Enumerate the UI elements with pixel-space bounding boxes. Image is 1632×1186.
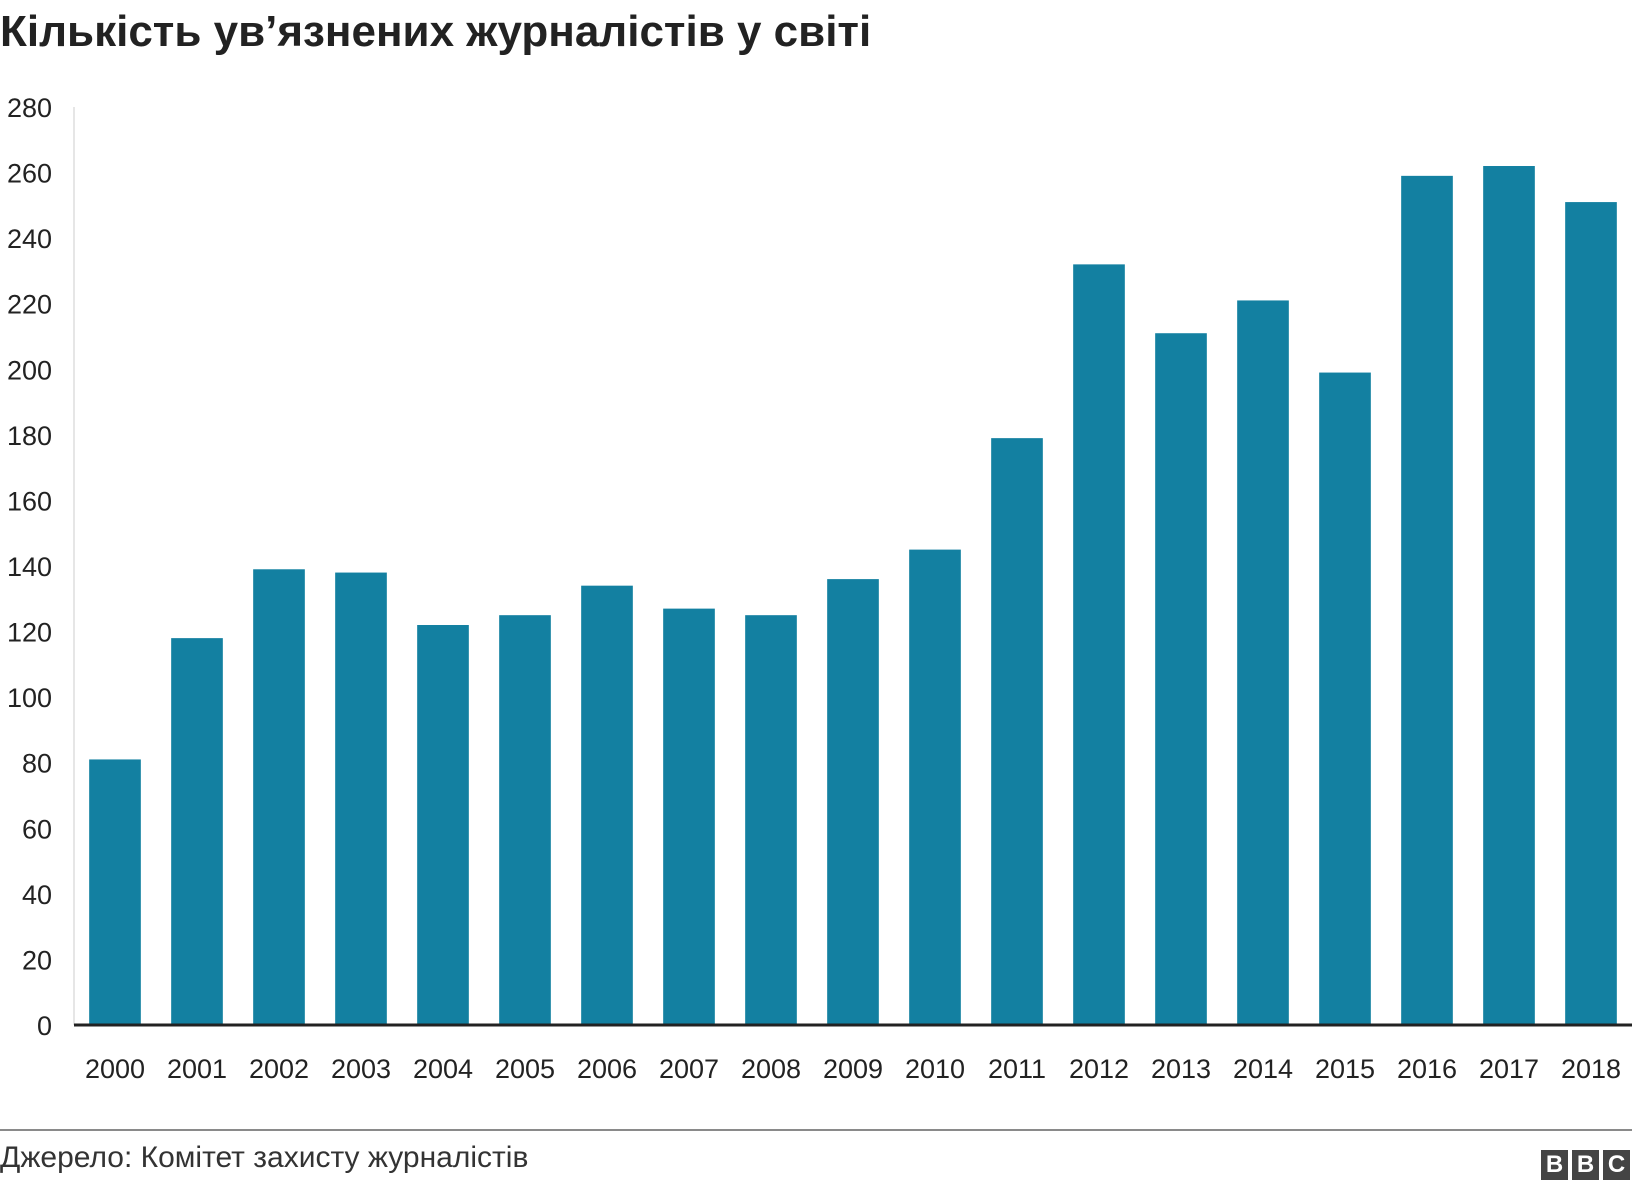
x-tick-label: 2017: [1479, 1054, 1539, 1084]
x-tick-label: 2009: [823, 1054, 883, 1084]
bar-2008: [745, 615, 797, 1025]
x-tick-label: 2001: [167, 1054, 227, 1084]
y-tick-label: 160: [7, 486, 52, 516]
x-tick-label: 2016: [1397, 1054, 1457, 1084]
x-tick-label: 2013: [1151, 1054, 1211, 1084]
x-tick-label: 2014: [1233, 1054, 1293, 1084]
bar-2001: [171, 638, 223, 1025]
bar-2006: [581, 585, 633, 1025]
bar-2004: [417, 625, 469, 1025]
bbc-logo-letter: C: [1603, 1150, 1630, 1180]
x-tick-label: 2018: [1561, 1054, 1621, 1084]
x-tick-label: 2002: [249, 1054, 309, 1084]
x-tick-label: 2003: [331, 1054, 391, 1084]
x-tick-label: 2011: [988, 1054, 1046, 1084]
x-tick-label: 2010: [905, 1054, 965, 1084]
bbc-logo-letter: B: [1541, 1150, 1568, 1180]
bar-2013: [1155, 333, 1207, 1026]
x-tick-label: 2006: [577, 1054, 637, 1084]
x-tick-label: 2004: [413, 1054, 473, 1084]
footer-divider: [0, 1129, 1632, 1131]
y-tick-label: 60: [22, 814, 52, 844]
bar-2015: [1319, 372, 1371, 1025]
bbc-logo: B B C: [1541, 1150, 1630, 1180]
y-tick-label: 280: [7, 93, 52, 123]
x-tick-label: 2015: [1315, 1054, 1375, 1084]
x-tick-label: 2000: [85, 1054, 145, 1084]
x-axis-tick-labels: 2000 2001 2002 2003 2004 2005 2006 2007 2008 2009…: [85, 1054, 1621, 1084]
source-note: Джерело: Комітет захисту журналістів: [0, 1141, 529, 1174]
bar-2007: [663, 608, 715, 1025]
x-tick-label: 2008: [741, 1054, 801, 1084]
bar-2012: [1073, 264, 1125, 1025]
y-tick-label: 260: [7, 159, 52, 189]
y-tick-label: 240: [7, 224, 52, 254]
bars: [89, 166, 1617, 1026]
y-tick-label: 80: [22, 749, 52, 779]
bar-2002: [253, 569, 305, 1025]
y-axis-tick-labels: 0 20 40 60 80 100 120 140 160 180 200 220 240 260 280: [7, 93, 52, 1041]
y-tick-label: 100: [7, 683, 52, 713]
y-tick-label: 40: [22, 880, 52, 910]
bar-2014: [1237, 300, 1289, 1025]
chart-title: Кількість ув’язнених журналістів у світі: [0, 7, 872, 56]
x-tick-label: 2007: [659, 1054, 719, 1084]
bar-2000: [89, 759, 141, 1025]
bar-2005: [499, 615, 551, 1025]
bar-2016: [1401, 175, 1453, 1026]
bar-2010: [909, 549, 961, 1025]
bar-2003: [335, 572, 387, 1025]
bar-chart: 020406080100120140160180200220240260280 …: [7, 93, 1632, 1084]
bar-2009: [827, 579, 879, 1025]
y-tick-label: 0: [37, 1011, 52, 1041]
x-tick-label: 2012: [1069, 1054, 1129, 1084]
y-tick-label: 120: [7, 618, 52, 648]
y-tick-label: 220: [7, 290, 52, 320]
bar-2011: [991, 438, 1043, 1025]
bar-2018: [1565, 202, 1617, 1025]
x-tick-label: 2005: [495, 1054, 555, 1084]
y-tick-label: 20: [22, 945, 52, 975]
y-tick-label: 200: [7, 355, 52, 385]
bbc-logo-letter: B: [1572, 1150, 1599, 1180]
y-tick-label: 180: [7, 421, 52, 451]
y-tick-label: 140: [7, 552, 52, 582]
bar-2017: [1483, 166, 1535, 1025]
